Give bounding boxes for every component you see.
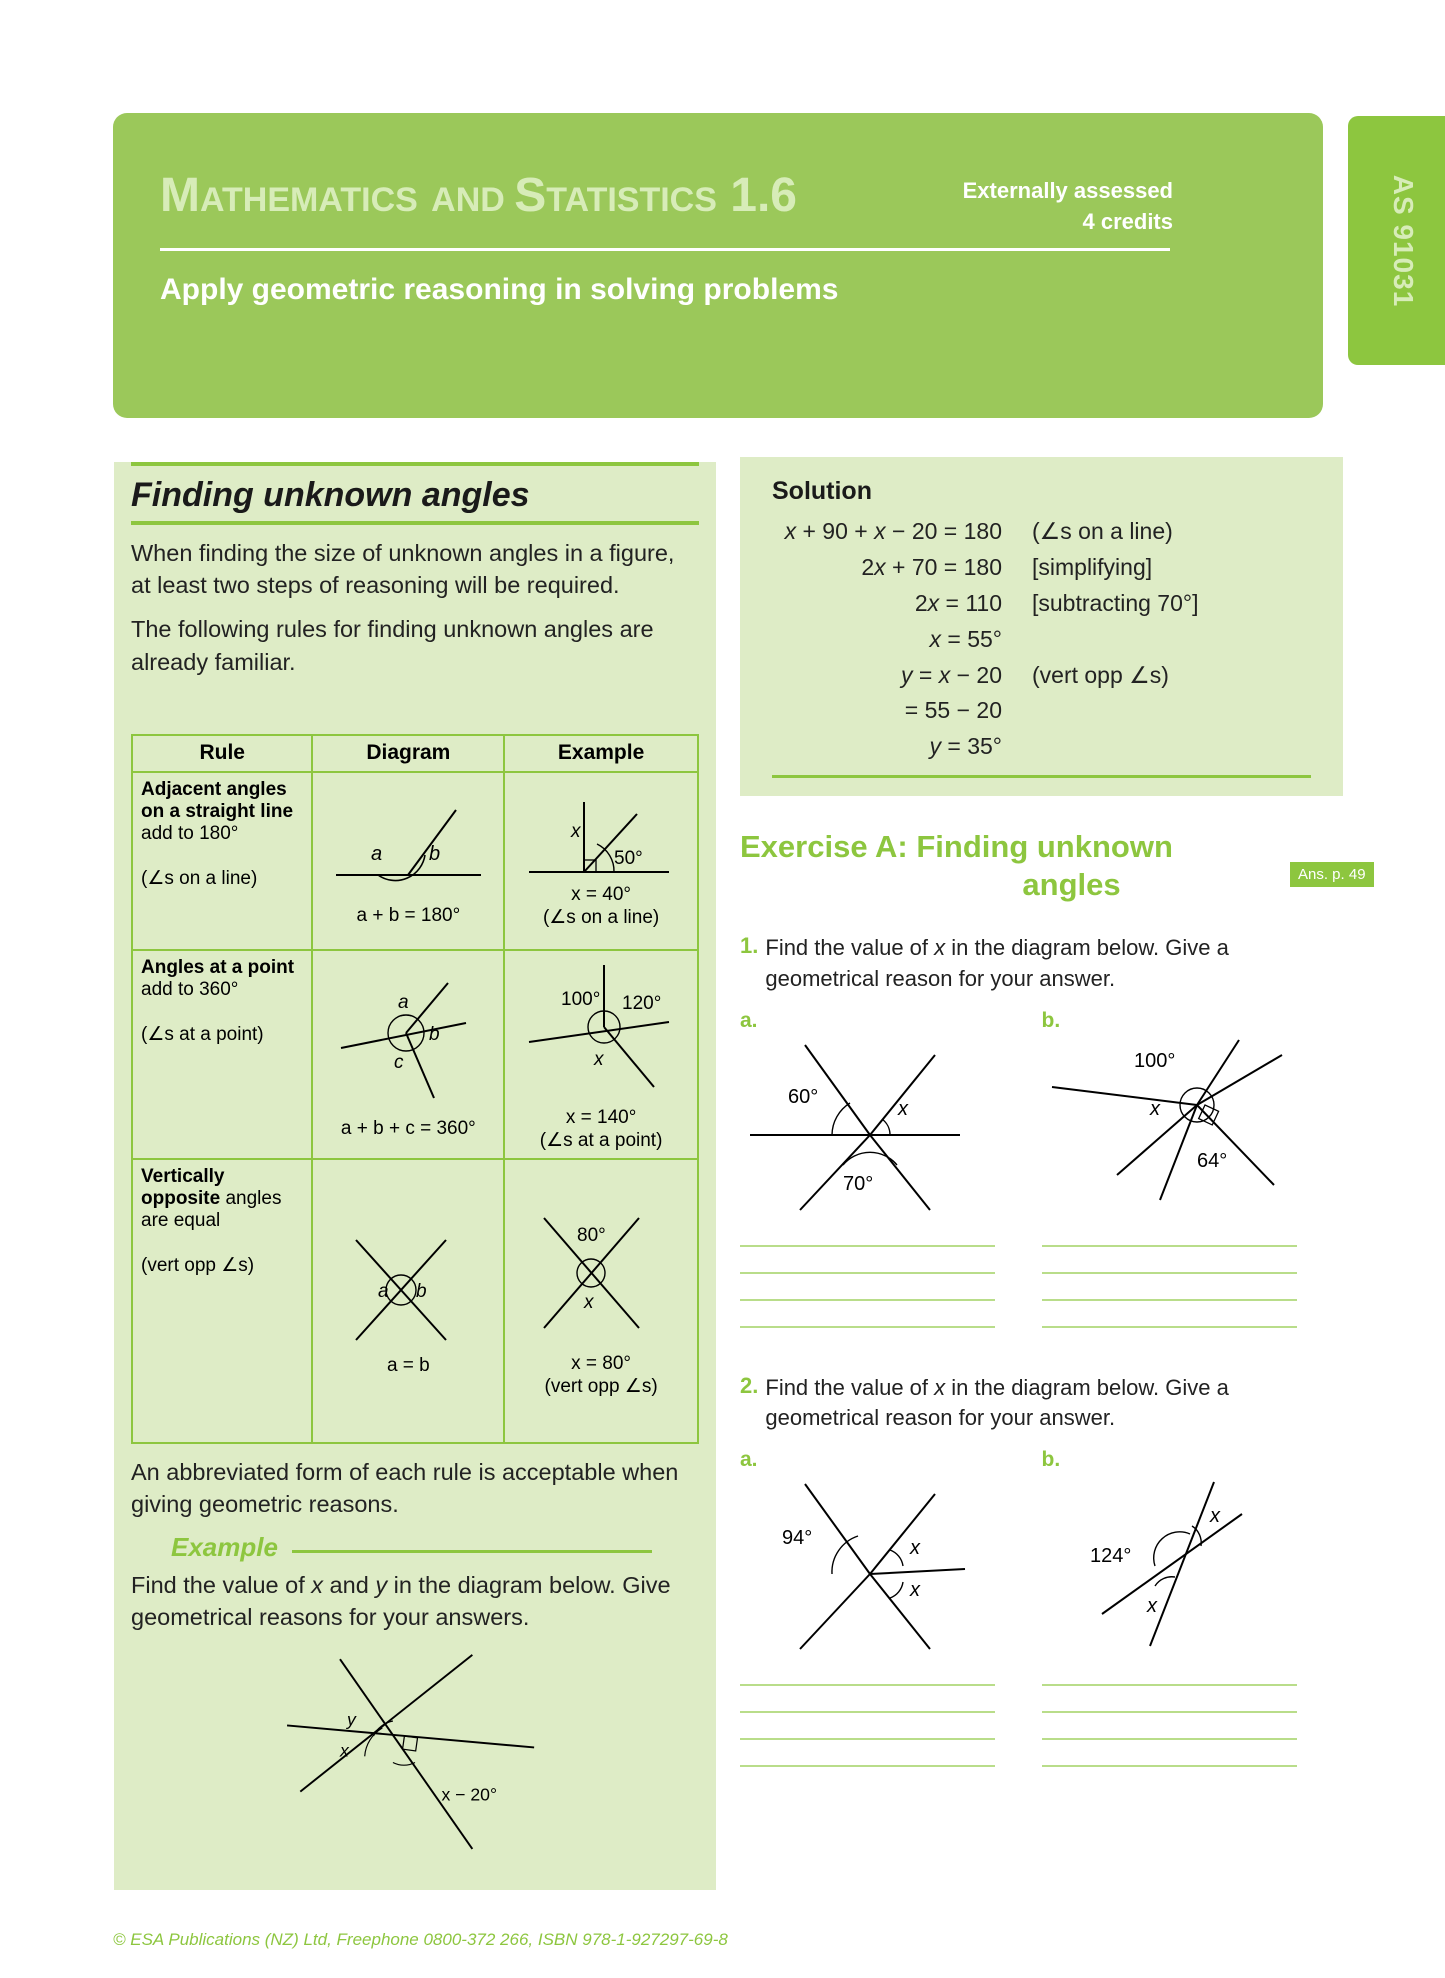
svg-text:c: c — [394, 1052, 404, 1073]
svg-text:a: a — [371, 843, 382, 865]
svg-text:x: x — [593, 1049, 605, 1070]
svg-text:b: b — [429, 843, 440, 865]
svg-text:70°: 70° — [843, 1173, 873, 1195]
svg-text:50°: 50° — [614, 848, 643, 869]
svg-text:64°: 64° — [1197, 1150, 1227, 1172]
svg-text:x: x — [909, 1579, 921, 1601]
svg-text:x: x — [1149, 1098, 1161, 1120]
svg-text:x: x — [1209, 1505, 1221, 1527]
svg-text:y: y — [346, 1709, 357, 1729]
svg-text:120°: 120° — [622, 993, 661, 1014]
svg-text:a: a — [378, 1281, 389, 1302]
svg-text:60°: 60° — [788, 1086, 818, 1108]
svg-text:124°: 124° — [1090, 1545, 1131, 1567]
svg-text:100°: 100° — [561, 989, 600, 1010]
svg-text:b: b — [416, 1281, 427, 1302]
svg-text:94°: 94° — [782, 1527, 812, 1549]
svg-text:80°: 80° — [577, 1225, 606, 1246]
svg-text:x: x — [1146, 1595, 1158, 1617]
svg-text:x: x — [909, 1537, 921, 1559]
svg-text:a: a — [398, 992, 409, 1013]
svg-text:x − 20°: x − 20° — [441, 1784, 497, 1804]
svg-text:b: b — [429, 1024, 440, 1045]
svg-text:x: x — [583, 1292, 595, 1313]
svg-text:x: x — [570, 821, 582, 842]
svg-text:100°: 100° — [1134, 1050, 1175, 1072]
svg-text:x: x — [897, 1098, 909, 1120]
svg-text:x: x — [339, 1740, 350, 1760]
